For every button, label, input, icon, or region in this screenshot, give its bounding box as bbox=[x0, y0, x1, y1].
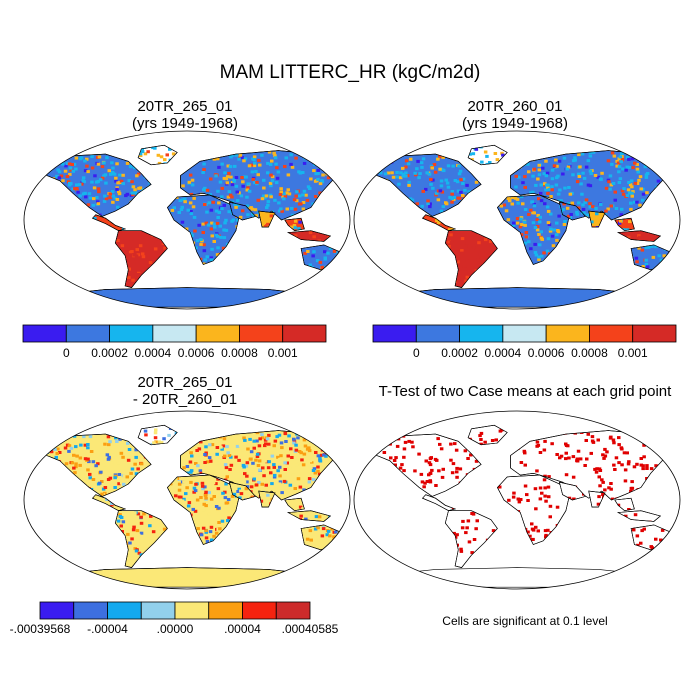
colorbar-diff-swatch bbox=[73, 601, 108, 620]
colorbar-case1: 0 0.0002 0.0004 0.0006 0.0008 0.001 bbox=[22, 324, 327, 360]
colorbar-diff-swatch bbox=[140, 601, 176, 620]
colorbar-case1-swatch bbox=[65, 324, 110, 343]
panel-diff-map bbox=[24, 411, 350, 589]
panel-case2-map bbox=[354, 131, 680, 309]
colorbar-diff-swatch bbox=[275, 601, 311, 620]
colorbar-diff-swatch bbox=[39, 601, 75, 620]
colorbar-case2-swatch bbox=[459, 324, 504, 343]
colorbar-case1-label: 0.0006 bbox=[178, 346, 215, 360]
colorbar-diff-label: -.00004 bbox=[87, 622, 128, 636]
colorbar-case1-swatch bbox=[152, 324, 197, 343]
colorbar-diff: -.00039568 -.00004 .00000 .00004 .00040585 bbox=[10, 601, 339, 636]
colorbar-case1-swatch bbox=[282, 324, 327, 343]
map-border bbox=[23, 410, 351, 590]
colorbar-case2-label: 0.0006 bbox=[528, 346, 565, 360]
colorbar-case1-label: 0.0004 bbox=[135, 346, 172, 360]
colorbar-case2-swatch bbox=[545, 324, 590, 343]
land-antarctica bbox=[370, 567, 664, 588]
panel-case1-title: 20TR_265_01 (yrs 1949-1968) bbox=[20, 98, 350, 132]
panel-case1-title-line1: 20TR_265_01 bbox=[137, 98, 233, 115]
colorbar-case1-label: 0 bbox=[63, 346, 70, 360]
panel-case1-map bbox=[24, 131, 350, 309]
colorbar-case1-label: 0.001 bbox=[268, 346, 298, 360]
map-border bbox=[353, 130, 681, 310]
colorbar-case1-label: 0.0002 bbox=[91, 346, 128, 360]
colorbar-diff-swatch bbox=[242, 601, 277, 620]
colorbar-diff-swatch bbox=[174, 601, 210, 620]
colorbar-case2-label: 0.0008 bbox=[571, 346, 608, 360]
colorbar-diff-swatch bbox=[107, 601, 142, 620]
colorbar-diff-label: .00040585 bbox=[282, 622, 339, 636]
land-antarctica bbox=[40, 287, 334, 308]
map-border bbox=[23, 130, 351, 310]
panel-ttest-map bbox=[354, 411, 680, 589]
panel-case1-title-line2: (yrs 1949-1968) bbox=[132, 115, 238, 132]
colorbar-case1-swatch bbox=[195, 324, 240, 343]
colorbar-case2-swatch bbox=[502, 324, 547, 343]
colorbar-case2-swatch bbox=[372, 324, 417, 343]
colorbar-case2-swatch bbox=[632, 324, 677, 343]
panel-case2-title: 20TR_260_01 (yrs 1949-1968) bbox=[350, 98, 680, 132]
colorbar-case1-swatch bbox=[22, 324, 67, 343]
colorbar-diff-label: .00004 bbox=[224, 622, 261, 636]
panel-diff-title-line1: 20TR_265_01 bbox=[137, 374, 233, 391]
panel-ttest-title-line1: T-Test of two Case means at each grid po… bbox=[378, 383, 672, 400]
colorbar-case2-label: 0.001 bbox=[618, 346, 648, 360]
colorbar-case2: 0 0.0002 0.0004 0.0006 0.0008 0.001 bbox=[372, 324, 677, 360]
colorbar-case2-label: 0.0004 bbox=[485, 346, 522, 360]
colorbar-diff-label: -.00039568 bbox=[10, 622, 71, 636]
panel-case2-title-line1: 20TR_260_01 bbox=[467, 98, 563, 115]
colorbar-case2-label: 0 bbox=[413, 346, 420, 360]
panel-case2-title-line2: (yrs 1949-1968) bbox=[462, 115, 568, 132]
map-border bbox=[353, 410, 681, 590]
significance-note: Cells are significant at 0.1 level bbox=[442, 614, 608, 628]
colorbar-case2-swatch bbox=[589, 324, 634, 343]
colorbar-case2-swatch bbox=[415, 324, 460, 343]
colorbar-case1-swatch bbox=[109, 324, 154, 343]
colorbar-case1-label: 0.0008 bbox=[221, 346, 258, 360]
panel-diff-title-line2: - 20TR_260_01 bbox=[132, 391, 238, 408]
panel-ttest-title: T-Test of two Case means at each grid po… bbox=[350, 383, 700, 400]
land-antarctica bbox=[370, 287, 664, 308]
figure-title: MAM LITTERC_HR (kgC/m2d) bbox=[219, 62, 481, 83]
colorbar-case2-label: 0.0002 bbox=[441, 346, 478, 360]
land-antarctica bbox=[40, 567, 334, 588]
colorbar-diff-swatch bbox=[208, 601, 243, 620]
colorbar-case1-swatch bbox=[239, 324, 284, 343]
panel-diff-title: 20TR_265_01 - 20TR_260_01 bbox=[20, 374, 350, 408]
colorbar-diff-label: .00000 bbox=[157, 622, 194, 636]
